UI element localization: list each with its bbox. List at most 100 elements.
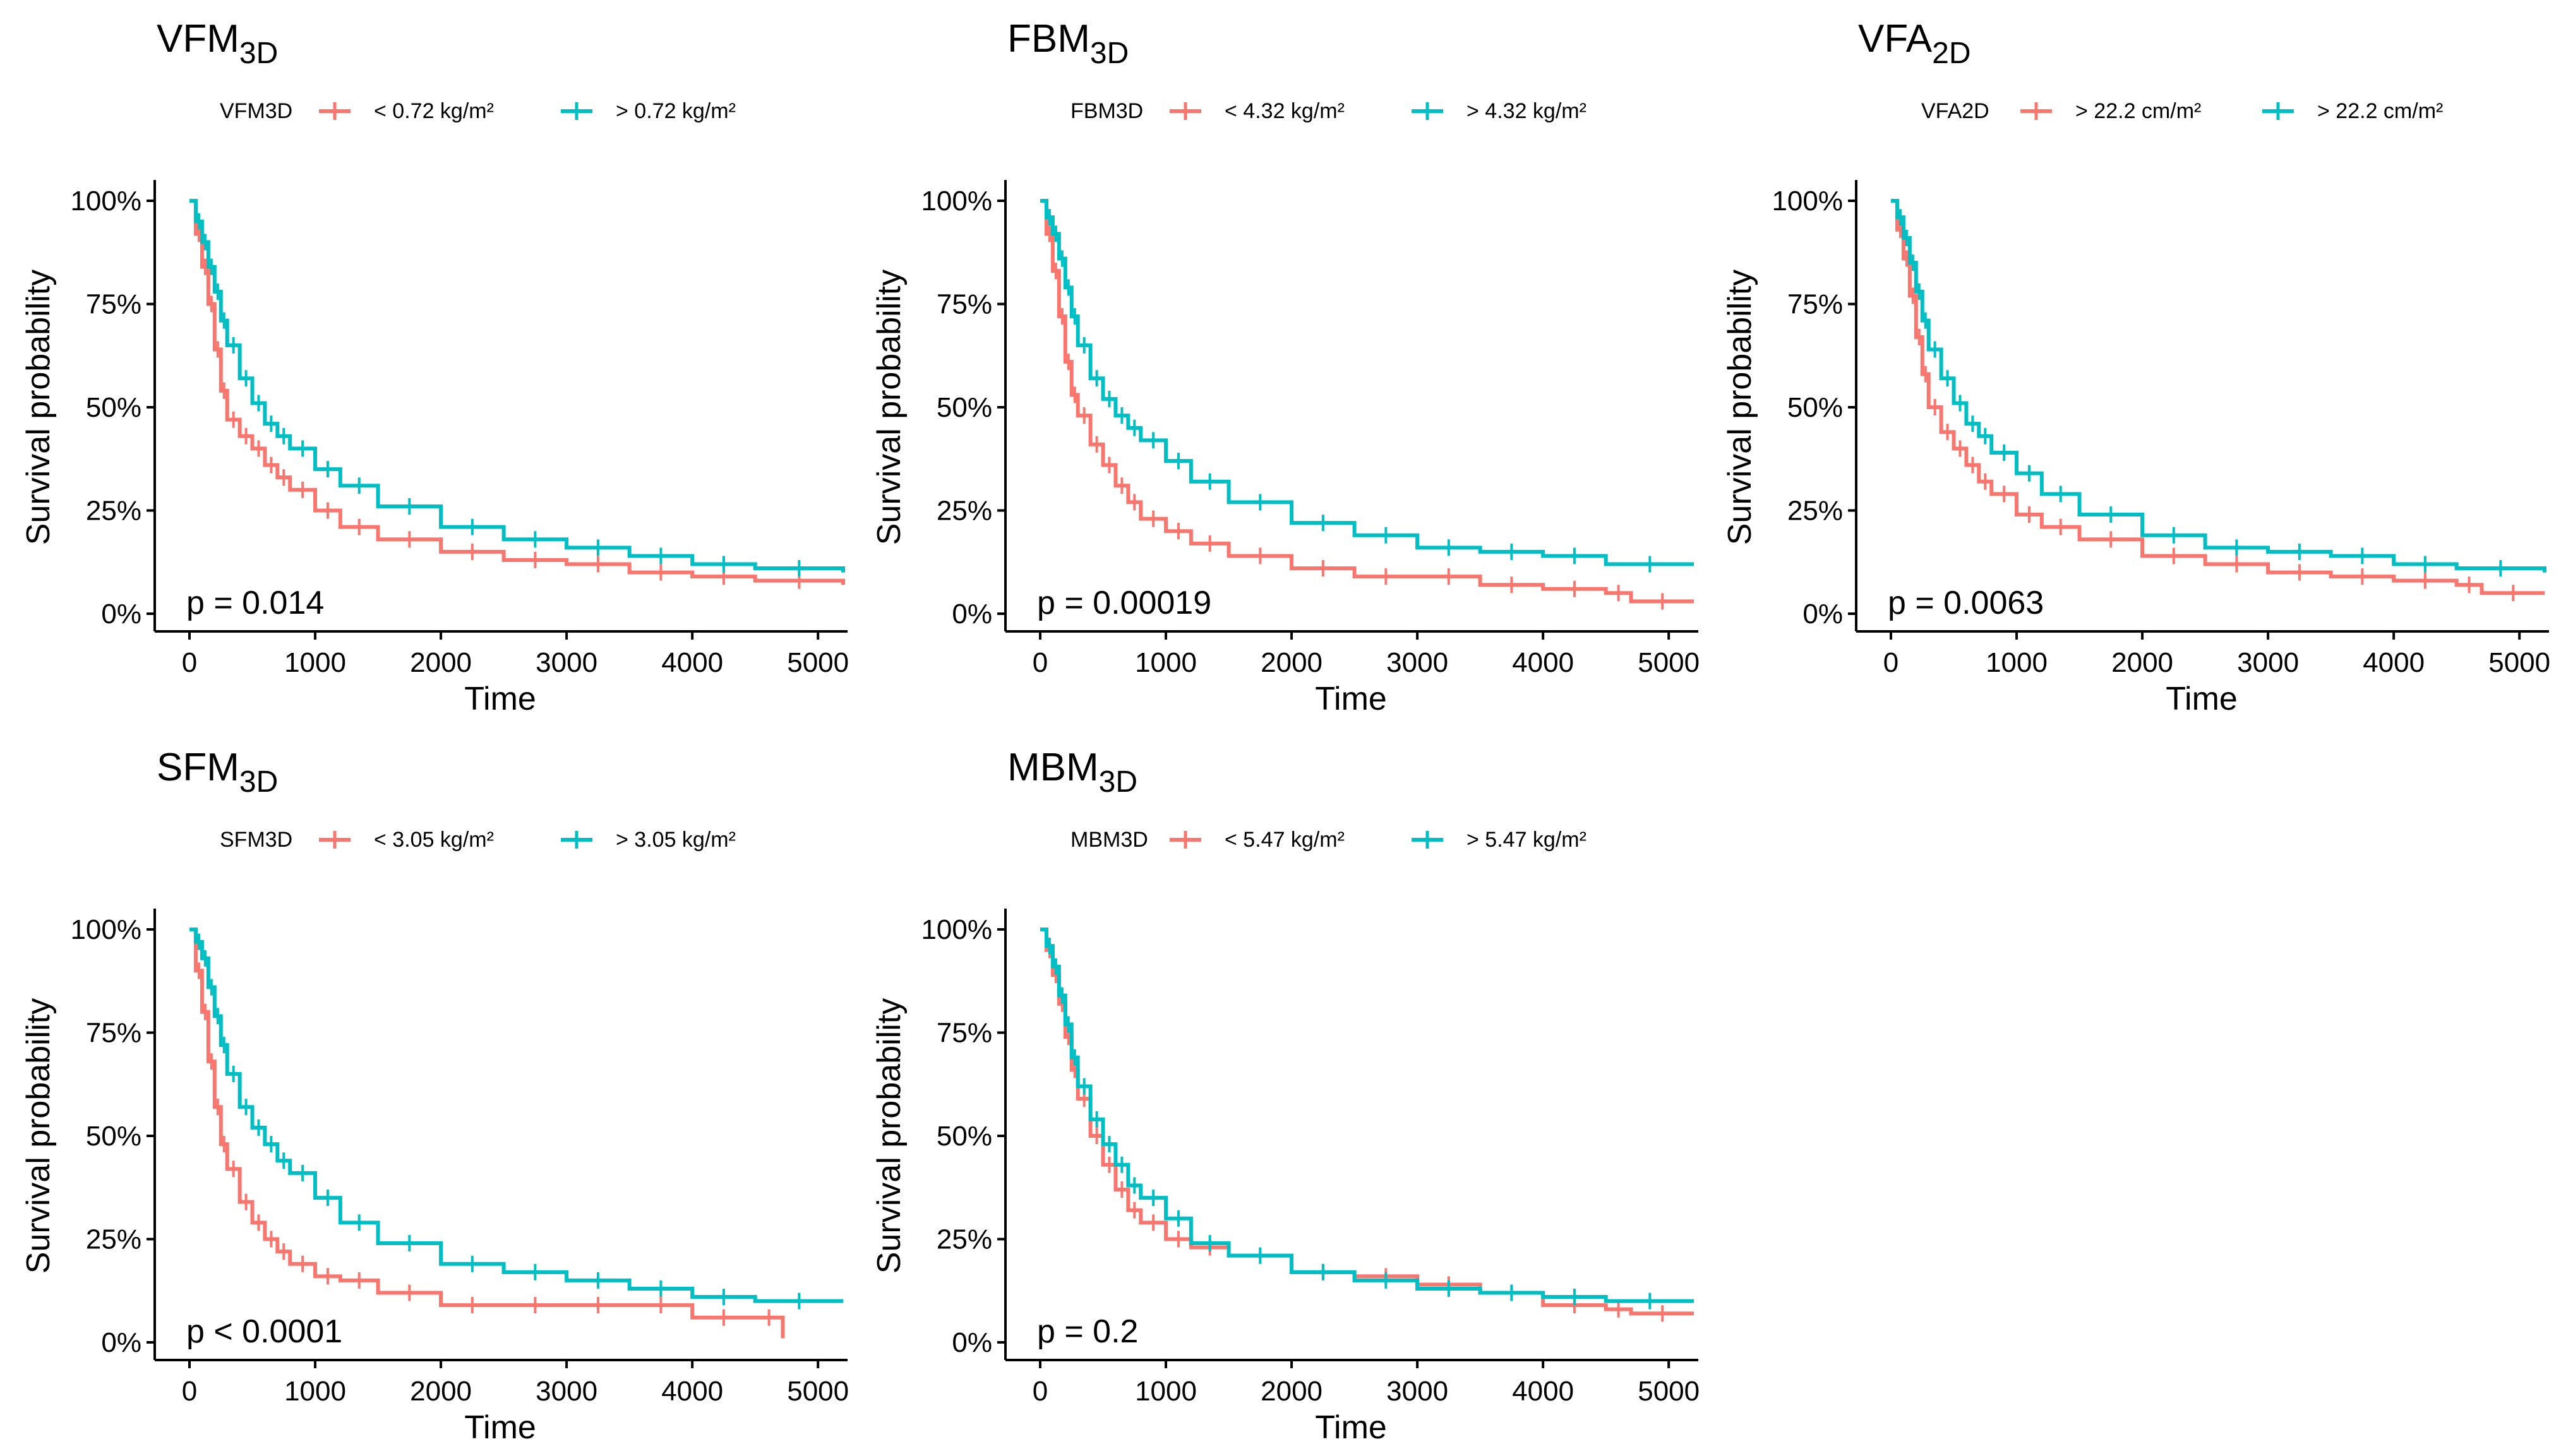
km-curve-1 <box>1891 199 2545 595</box>
censor-marks-2 <box>197 933 801 1310</box>
km-curve-2 <box>189 199 845 573</box>
km-curve-1 <box>189 928 785 1339</box>
y-tick-label: 75% <box>937 289 992 320</box>
title-main: FBM <box>1007 17 1090 61</box>
x-tick-label: 2000 <box>1261 647 1322 678</box>
censor-marks-2 <box>1898 209 2502 577</box>
km-curve-2 <box>189 928 843 1303</box>
x-tick-label: 5000 <box>787 647 849 678</box>
km-curve-2 <box>1040 928 1694 1303</box>
x-tick-label: 1000 <box>1135 1376 1197 1407</box>
legend: FBM3D < 4.32 kg/m² > 4.32 kg/m² <box>1071 99 1586 123</box>
legend-title: VFM3D <box>220 99 292 123</box>
x-tick-label: 4000 <box>1512 1376 1574 1407</box>
y-tick-label: 25% <box>1787 496 1843 527</box>
x-tick-label: 3000 <box>1386 1376 1448 1407</box>
km-curve-1 <box>1040 928 1694 1316</box>
x-tick-label: 5000 <box>787 1376 849 1407</box>
x-tick-label: 3000 <box>1386 647 1448 678</box>
title-subscript: 3D <box>1099 765 1137 799</box>
x-tick-label: 1000 <box>284 647 346 678</box>
censor-marks-2 <box>1048 938 1652 1310</box>
legend-label: > 22.2 cm/m² <box>2075 99 2201 123</box>
legend-label: > 4.32 kg/m² <box>1466 99 1586 123</box>
censor-marks-1 <box>197 225 801 589</box>
title-subscript: 2D <box>1932 37 1970 70</box>
x-tick-label: 2000 <box>2111 647 2173 678</box>
x-tick-label: 0 <box>1883 647 1898 678</box>
x-tick-label: 3000 <box>536 647 597 678</box>
x-tick-label: 0 <box>1033 647 1048 678</box>
x-tick-label: 1000 <box>284 1376 346 1407</box>
x-axis-label: Time <box>1315 681 1387 717</box>
panel-title: SFM3D <box>157 746 278 799</box>
x-tick-label: 4000 <box>2363 647 2425 678</box>
y-tick-label: 25% <box>937 1224 992 1255</box>
p-value: p = 0.0063 <box>1888 585 2044 621</box>
x-tick-label: 5000 <box>2488 647 2550 678</box>
km-curve-1 <box>189 199 845 585</box>
x-tick-label: 5000 <box>1638 647 1700 678</box>
y-tick-label: 50% <box>86 1121 141 1152</box>
p-value: p = 0.014 <box>186 585 324 621</box>
legend-label: < 4.32 kg/m² <box>1225 99 1345 123</box>
x-tick-label: 2000 <box>1261 1376 1322 1407</box>
x-tick-label: 4000 <box>661 647 723 678</box>
legend: MBM3D < 5.47 kg/m² > 5.47 kg/m² <box>1071 828 1586 852</box>
p-value: p = 0.2 <box>1037 1313 1138 1350</box>
x-tick-label: 5000 <box>1638 1376 1700 1407</box>
y-tick-label: 75% <box>1787 289 1843 320</box>
y-tick-label: 25% <box>937 496 992 527</box>
y-tick-label: 100% <box>921 914 992 945</box>
x-axis-label: Time <box>2166 681 2238 717</box>
legend-label: < 5.47 kg/m² <box>1225 828 1345 852</box>
y-axis-label: Survival probability <box>1722 270 1758 545</box>
legend-title: SFM3D <box>220 828 292 852</box>
y-tick-label: 75% <box>937 1018 992 1049</box>
x-tick-label: 1000 <box>1986 647 2048 678</box>
x-axis-label: Time <box>1315 1409 1387 1446</box>
y-tick-label: 75% <box>86 289 141 320</box>
legend-title: MBM3D <box>1071 828 1148 852</box>
title-main: MBM <box>1007 746 1099 789</box>
y-tick-label: 0% <box>101 599 141 630</box>
y-axis-label: Survival probability <box>20 270 57 545</box>
y-tick-label: 50% <box>937 1121 992 1152</box>
y-tick-label: 50% <box>1787 392 1843 423</box>
x-tick-label: 1000 <box>1135 647 1197 678</box>
y-axis-label: Survival probability <box>20 998 57 1274</box>
x-tick-label: 3000 <box>2237 647 2299 678</box>
legend-label: > 5.47 kg/m² <box>1466 828 1586 852</box>
y-tick-label: 100% <box>921 186 992 217</box>
censor-marks-2 <box>197 213 801 577</box>
x-tick-label: 2000 <box>410 1376 472 1407</box>
panel-title: FBM3D <box>1007 17 1129 70</box>
title-subscript: 3D <box>239 765 278 799</box>
legend-label: > 0.72 kg/m² <box>616 99 736 123</box>
censor-marks-1 <box>1898 221 2515 602</box>
legend-label: > 22.2 cm/m² <box>2317 99 2443 123</box>
x-tick-label: 0 <box>182 1376 197 1407</box>
panel-title: VFM3D <box>157 17 278 70</box>
title-subscript: 3D <box>239 37 278 70</box>
y-tick-label: 50% <box>937 392 992 423</box>
censor-marks-1 <box>1048 941 1664 1322</box>
censor-marks-2 <box>1048 209 1652 573</box>
p-value: p = 0.00019 <box>1037 585 1211 621</box>
y-tick-label: 100% <box>1772 186 1843 217</box>
y-tick-label: 100% <box>70 914 141 945</box>
km-curve-2 <box>1040 199 1694 566</box>
x-tick-label: 0 <box>1033 1376 1048 1407</box>
legend: VFM3D < 0.72 kg/m² > 0.72 kg/m² <box>220 99 736 123</box>
legend: SFM3D < 3.05 kg/m² > 3.05 kg/m² <box>220 828 736 852</box>
y-axis-label: Survival probability <box>871 998 908 1274</box>
legend-label: < 3.05 kg/m² <box>374 828 494 852</box>
x-tick-label: 0 <box>182 647 197 678</box>
legend-label: > 3.05 kg/m² <box>616 828 736 852</box>
legend: VFA2D > 22.2 cm/m² > 22.2 cm/m² <box>1921 99 2443 123</box>
